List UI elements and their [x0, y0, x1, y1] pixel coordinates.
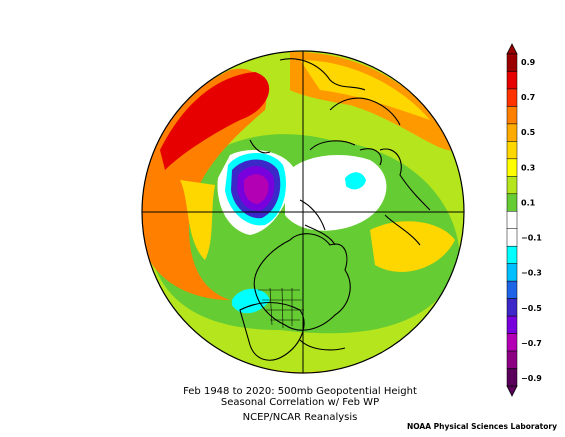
- colorbar-swatch: [506, 193, 518, 212]
- colorbar-label: −0.3: [521, 269, 542, 278]
- title-line-1: Feb 1948 to 2020: 500mb Geopotential Hei…: [183, 386, 417, 397]
- map-boundary: [141, 50, 465, 374]
- colorbar-swatch: [506, 228, 518, 247]
- yellow-east-blob: [370, 221, 455, 272]
- colorbar-top-arrow: [506, 43, 518, 55]
- colorbar-swatch: [506, 333, 518, 352]
- colorbar-swatch: [506, 123, 518, 142]
- colorbar-swatch: [506, 350, 518, 369]
- colorbar-swatch: [506, 53, 518, 72]
- red-west-core: [160, 72, 270, 170]
- colorbar-swatch: [506, 106, 518, 125]
- colorbar-label: −0.5: [521, 304, 542, 313]
- colorbar-swatch: [506, 88, 518, 107]
- colorbar-swatch: [506, 158, 518, 177]
- orange-west-lobe: [142, 68, 267, 300]
- coastlines: [239, 58, 431, 361]
- colorbar-label: −0.9: [521, 374, 542, 383]
- colorbar-label: −0.1: [521, 234, 542, 243]
- cyan-spot-pacific: [232, 288, 270, 314]
- colorbar-swatch: [506, 176, 518, 195]
- colorbar-swatch: [506, 368, 518, 387]
- colorbar-swatch: [506, 71, 518, 90]
- colorbar-label: 0.1: [521, 198, 536, 207]
- state-borders: [258, 287, 304, 329]
- colorbar-label: 0.5: [521, 128, 536, 137]
- colorbar-swatch: [506, 141, 518, 160]
- colorbar-bottom-arrow: [506, 385, 518, 397]
- colorbar-swatch: [506, 298, 518, 317]
- yellow-west-streak: [180, 180, 215, 260]
- colorbar: 0.9 0.7 0.5 0.3 0.1 −0.1 −0.3 −0.5 −0.7 −0.9: [506, 43, 542, 397]
- colorbar-swatch: [506, 245, 518, 264]
- figure-title: Feb 1948 to 2020: 500mb Geopotential Hei…: [110, 386, 490, 423]
- colorbar-swatch: [506, 315, 518, 334]
- colorbar-label: 0.9: [521, 58, 536, 67]
- title-line-2: Seasonal Correlation w/ Feb WP: [220, 397, 380, 408]
- title-line-3: NCEP/NCAR Reanalysis: [242, 412, 358, 423]
- colorbar-swatch: [506, 280, 518, 299]
- colorbar-label: 0.7: [521, 93, 535, 102]
- colorbar-label: −0.7: [521, 339, 542, 348]
- negative-center: [244, 174, 269, 204]
- colorbar-swatch: [506, 211, 518, 229]
- colorbar-swatch: [506, 263, 518, 282]
- map-disc: [142, 51, 464, 373]
- credit-text: NOAA Physical Sciences Laboratory: [406, 422, 557, 431]
- colorbar-label: 0.3: [521, 163, 535, 172]
- cyan-spot-arctic: [345, 172, 366, 190]
